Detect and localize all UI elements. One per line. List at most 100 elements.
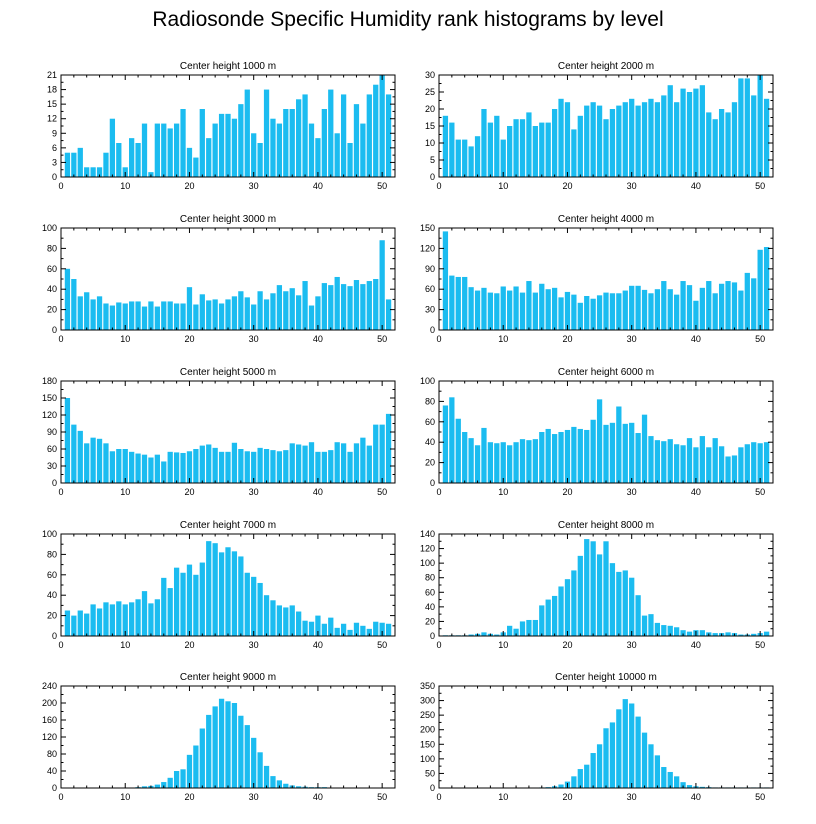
histogram-bar (629, 703, 635, 788)
histogram-bar (487, 122, 494, 177)
histogram-bar (494, 115, 500, 177)
histogram-bar (225, 701, 231, 788)
histogram-bar (308, 305, 315, 330)
histogram-bar (577, 769, 583, 788)
histogram-bar (218, 303, 225, 330)
histogram-bar (186, 451, 193, 483)
y-tick-label: 140 (420, 529, 435, 539)
histogram-bar (648, 293, 654, 330)
histogram-bar (674, 627, 680, 636)
histogram-bar (148, 457, 154, 483)
histogram-bar (84, 443, 90, 483)
histogram-bar (725, 632, 731, 636)
y-tick-label: 100 (42, 529, 57, 539)
histogram-bar (244, 297, 250, 330)
histogram-bar (231, 118, 238, 177)
histogram-bar (199, 109, 205, 177)
histogram-bar (373, 424, 379, 483)
histogram-bar (366, 94, 372, 177)
x-tick-label: 0 (436, 640, 441, 650)
histogram-bar (603, 541, 609, 636)
histogram-bar (622, 423, 628, 483)
y-tick-label: 12 (47, 114, 57, 124)
x-tick-label: 30 (627, 640, 637, 650)
histogram-bar (321, 109, 327, 177)
y-tick-label: 60 (47, 570, 57, 580)
panel-title: Center height 1000 m (180, 61, 276, 72)
histogram-bar (519, 292, 526, 330)
histogram-bar (763, 631, 770, 636)
histogram-bar (654, 622, 661, 636)
panel-10: Center height 10000 m 0 10 20 30 40 50 0 50 100 15… (420, 672, 774, 802)
y-tick-label: 0 (430, 631, 435, 641)
histogram-bar (270, 600, 276, 636)
histogram-bar (577, 115, 583, 177)
histogram-bar (64, 268, 71, 330)
histogram-bar (507, 445, 513, 483)
histogram-bar (641, 102, 648, 177)
y-tick-label: 0 (430, 478, 435, 488)
x-tick-label: 0 (58, 640, 63, 650)
histogram-bar (366, 628, 372, 636)
histogram-bar (532, 292, 538, 330)
x-tick-label: 20 (562, 792, 572, 802)
histogram-bar (103, 443, 109, 483)
histogram-bar (558, 297, 564, 330)
histogram-bar (686, 631, 693, 636)
histogram-bar (257, 291, 263, 330)
histogram-bar (680, 445, 686, 483)
histogram-bar (141, 786, 148, 788)
panel-title: Center height 8000 m (558, 520, 654, 531)
histogram-bar (584, 296, 590, 330)
histogram-bar (116, 143, 122, 177)
histogram-bar (494, 293, 500, 330)
histogram-bar (154, 454, 160, 483)
panel-title: Center height 9000 m (180, 672, 276, 683)
x-tick-label: 50 (755, 334, 765, 344)
y-tick-label: 100 (42, 223, 57, 233)
x-tick-label: 30 (249, 640, 259, 650)
histogram-bar (494, 443, 500, 483)
histogram-bar (193, 157, 199, 177)
histogram-bar (686, 785, 693, 788)
histogram-bar (751, 95, 757, 177)
histogram-bar (206, 541, 212, 636)
histogram-bar (96, 438, 103, 483)
y-tick-label: 0 (430, 172, 435, 182)
histogram-bar (455, 418, 461, 483)
x-tick-label: 40 (691, 334, 701, 344)
histogram-bar (545, 122, 551, 177)
y-tick-label: 150 (42, 393, 57, 403)
y-tick-label: 40 (425, 602, 435, 612)
histogram-bar (167, 777, 173, 788)
y-tick-label: 20 (425, 458, 435, 468)
histogram-bar (635, 433, 641, 483)
histogram-bar (622, 570, 628, 636)
histogram-bar (212, 447, 218, 483)
histogram-bar (353, 104, 360, 177)
histogram-bar (289, 109, 295, 177)
histogram-bar (193, 745, 199, 788)
histogram-bar (609, 293, 616, 330)
histogram-bar (757, 443, 763, 483)
histogram-bar (385, 413, 392, 483)
x-tick-label: 30 (627, 487, 637, 497)
histogram-bar (84, 292, 90, 330)
histogram-bar (661, 441, 667, 483)
histogram-bar (616, 406, 622, 483)
histogram-bar (379, 75, 385, 177)
histogram-bar (738, 447, 744, 483)
histogram-bar (231, 442, 238, 483)
histogram-bar (693, 300, 699, 330)
histogram-bar (167, 128, 173, 177)
x-tick-label: 10 (120, 792, 130, 802)
histogram-bar (71, 152, 77, 177)
histogram-bar (257, 143, 263, 177)
panel-title: Center height 6000 m (558, 367, 654, 378)
histogram-bar (718, 446, 725, 483)
histogram-bar (596, 105, 603, 177)
histogram-bar (680, 281, 686, 330)
panel-2: Center height 2000 m 0 10 20 30 40 50 0 5 10 15 20 2… (425, 61, 774, 191)
histogram-bar (212, 543, 218, 636)
histogram-bar (667, 771, 673, 788)
